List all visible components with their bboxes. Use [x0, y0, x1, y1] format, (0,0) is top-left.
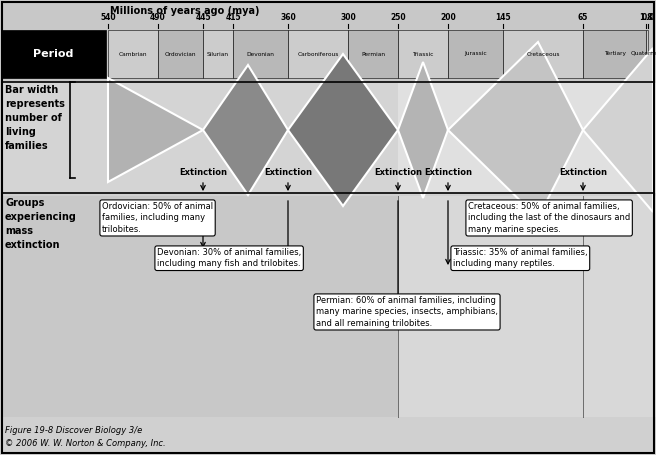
Bar	[2, 2, 654, 82]
Text: 145: 145	[495, 13, 511, 22]
Text: Cretaceous: Cretaceous	[526, 51, 560, 56]
Text: 0.0: 0.0	[642, 13, 655, 22]
Bar	[2, 196, 654, 417]
Bar	[398, 83, 656, 193]
Text: Devonian: 30% of animal families,
including many fish and trilobites.: Devonian: 30% of animal families, includ…	[157, 248, 301, 268]
Text: Tertiary: Tertiary	[604, 51, 626, 56]
Text: Triassic: 35% of animal families,
including many reptiles.: Triassic: 35% of animal families, includ…	[453, 248, 588, 268]
Text: Carboniferous: Carboniferous	[297, 51, 338, 56]
Text: 250: 250	[390, 13, 406, 22]
Text: 415: 415	[225, 13, 241, 22]
Text: 65: 65	[578, 13, 588, 22]
Text: Permian: 60% of animal families, including
many marine species, insects, amphibi: Permian: 60% of animal families, includi…	[316, 296, 498, 328]
Bar	[233, 30, 288, 78]
Text: 200: 200	[440, 13, 456, 22]
Text: Bar width
represents
number of
living
families: Bar width represents number of living fa…	[5, 85, 65, 151]
Text: Devonian: Devonian	[247, 51, 274, 56]
Text: Extinction: Extinction	[374, 168, 422, 177]
Text: Cambrian: Cambrian	[119, 51, 147, 56]
Text: 300: 300	[340, 13, 356, 22]
Text: 445: 445	[195, 13, 211, 22]
Text: 490: 490	[150, 13, 166, 22]
Text: 540: 540	[100, 13, 116, 22]
Polygon shape	[583, 48, 653, 212]
Text: 1.8: 1.8	[640, 13, 653, 22]
Polygon shape	[288, 54, 398, 206]
Bar	[448, 30, 503, 78]
Polygon shape	[203, 65, 288, 195]
Text: Extinction: Extinction	[559, 168, 607, 177]
Text: Ordovician: Ordovician	[165, 51, 196, 56]
Bar	[158, 30, 203, 78]
Text: 360: 360	[280, 13, 296, 22]
Bar	[203, 30, 233, 78]
Bar	[646, 30, 648, 78]
Polygon shape	[108, 78, 203, 182]
Bar	[583, 30, 646, 78]
Text: Quaternary: Quaternary	[630, 51, 656, 56]
Text: Silurian: Silurian	[207, 51, 229, 56]
Bar	[398, 196, 656, 417]
Polygon shape	[398, 62, 448, 198]
Text: Cretaceous: 50% of animal families,
including the last of the dinosaurs and
many: Cretaceous: 50% of animal families, incl…	[468, 202, 630, 234]
Text: Extinction: Extinction	[179, 168, 227, 177]
Text: Groups
experiencing
mass
extinction: Groups experiencing mass extinction	[5, 198, 77, 250]
Bar	[288, 30, 348, 78]
Text: Jurassic: Jurassic	[464, 51, 487, 56]
Bar	[2, 83, 654, 193]
Text: Extinction: Extinction	[264, 168, 312, 177]
Bar	[108, 30, 158, 78]
Text: Millions of years ago (mya): Millions of years ago (mya)	[110, 6, 260, 16]
Text: Triassic: Triassic	[413, 51, 434, 56]
Bar	[2, 30, 106, 78]
Text: Figure 19-8 Discover Biology 3/e
© 2006 W. W. Norton & Company, Inc.: Figure 19-8 Discover Biology 3/e © 2006 …	[5, 426, 165, 448]
Bar	[398, 30, 448, 78]
Text: Ordovician: 50% of animal
families, including many
trilobites.: Ordovician: 50% of animal families, incl…	[102, 202, 213, 234]
Bar	[503, 30, 583, 78]
Bar	[348, 30, 398, 78]
Text: Extinction: Extinction	[424, 168, 472, 177]
Polygon shape	[448, 42, 583, 218]
Text: Period: Period	[33, 49, 73, 59]
Text: Permian: Permian	[361, 51, 385, 56]
